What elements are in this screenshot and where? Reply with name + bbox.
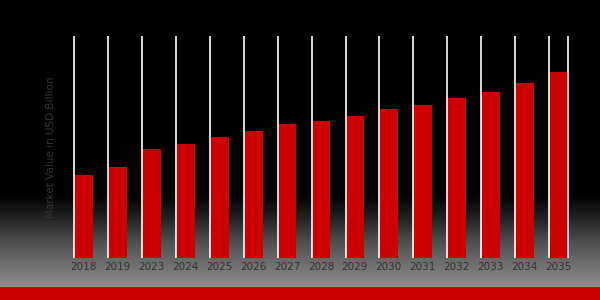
Bar [515, 83, 533, 258]
Bar [311, 121, 331, 258]
Bar [278, 124, 296, 258]
Bar [210, 137, 229, 258]
Title: Chromatography Data System Market: Chromatography Data System Market [164, 14, 478, 32]
Bar [74, 175, 93, 258]
Y-axis label: Market Value in USD Billion: Market Value in USD Billion [46, 76, 56, 218]
Bar [244, 131, 263, 258]
Bar [109, 167, 127, 258]
Text: 5.7: 5.7 [550, 59, 566, 69]
Text: 3.34: 3.34 [140, 136, 163, 146]
Bar [481, 92, 500, 258]
Bar [142, 149, 161, 258]
Bar [176, 144, 195, 258]
Bar [447, 98, 466, 258]
Bar [379, 110, 398, 258]
Bar [413, 105, 432, 258]
Text: 3.5: 3.5 [177, 131, 194, 141]
Bar [346, 116, 364, 258]
Bar [549, 72, 568, 258]
